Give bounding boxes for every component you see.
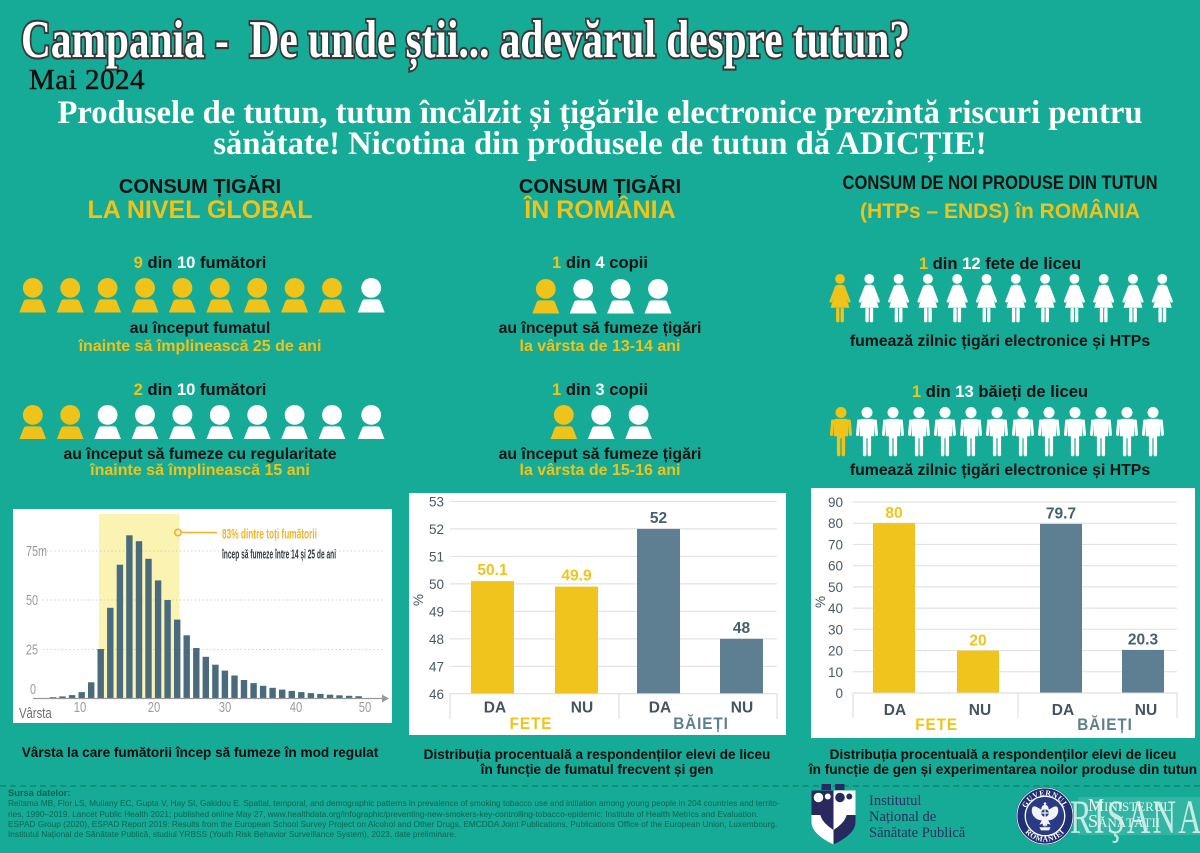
svg-text:NU: NU [1135,702,1157,719]
svg-text:DA: DA [484,700,506,717]
svg-text:48: 48 [429,632,444,647]
svg-text:70: 70 [828,537,843,552]
svg-text:47: 47 [429,659,444,674]
svg-text:80: 80 [828,516,843,531]
svg-text:10: 10 [828,665,843,680]
svg-text:30: 30 [828,622,843,637]
svg-text:DA: DA [1052,702,1074,719]
svg-text:20: 20 [148,698,161,715]
svg-text:79.7: 79.7 [1046,506,1076,523]
svg-text:BĂIEȚI: BĂIEȚI [673,713,729,733]
svg-text:DA: DA [884,702,906,719]
svg-text:NU: NU [571,700,593,717]
svg-text:20: 20 [828,644,843,659]
svg-text:BĂIEȚI: BĂIEȚI [1077,714,1133,734]
svg-text:NU: NU [731,700,753,717]
svg-text:50.1: 50.1 [477,562,508,579]
svg-text:90: 90 [828,495,843,510]
svg-text:51: 51 [429,549,444,564]
svg-text:49.9: 49.9 [561,568,592,585]
svg-text:50: 50 [26,591,38,608]
svg-text:20.3: 20.3 [1128,632,1159,649]
svg-text:30: 30 [219,698,232,715]
svg-text:50: 50 [429,577,444,592]
svg-text:52: 52 [650,510,667,527]
svg-text:53: 53 [429,494,444,509]
svg-text:60: 60 [828,559,843,574]
svg-text:FETE: FETE [510,714,553,733]
svg-text:încep să fumeze între 14 și 25: încep să fumeze între 14 și 25 de ani [221,549,336,563]
svg-text:50: 50 [359,698,372,715]
svg-text:80: 80 [885,505,902,522]
svg-text:49: 49 [429,604,444,619]
svg-text:NU: NU [969,702,991,719]
svg-text:40: 40 [290,698,303,715]
svg-text:83% dintre toți fumătorii: 83% dintre toți fumătorii [222,528,317,542]
svg-text:0: 0 [835,686,843,701]
svg-text:75m: 75m [26,542,47,559]
svg-text:20: 20 [969,632,986,649]
svg-text:DA: DA [649,700,671,717]
svg-text:52: 52 [429,522,444,537]
svg-text:10: 10 [74,698,87,715]
svg-text:%: % [813,596,828,608]
svg-text:Campania - De unde știi... ad: Campania - De unde știi... adevărul desp… [21,11,910,70]
svg-text:0: 0 [30,680,36,697]
svg-text:FETE: FETE [915,715,958,734]
svg-text:Vârsta: Vârsta [19,705,52,722]
svg-text:25: 25 [26,641,38,658]
svg-text:48: 48 [733,620,751,637]
svg-text:40: 40 [828,601,843,616]
svg-text:46: 46 [429,687,444,702]
svg-text:%: % [411,594,426,606]
svg-text:50: 50 [828,580,843,595]
